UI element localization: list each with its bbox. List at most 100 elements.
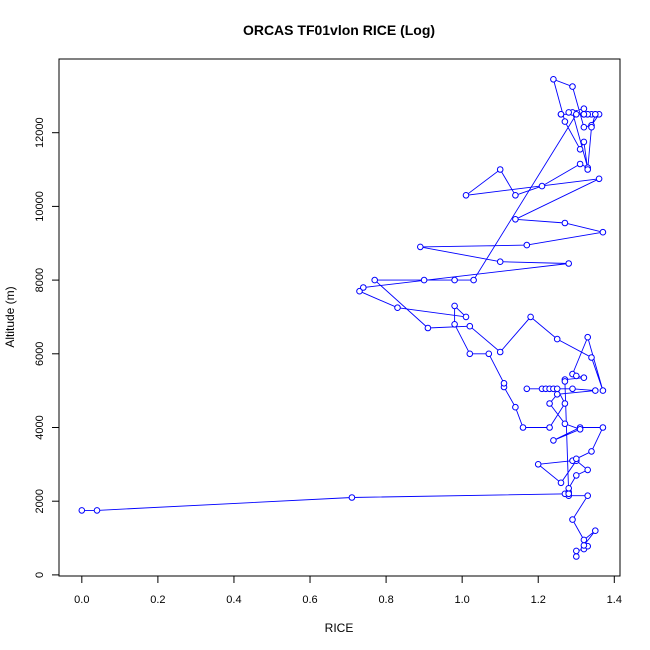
x-tick-label: 0.6 — [302, 594, 317, 606]
data-point — [553, 335, 561, 343]
data-point — [592, 387, 599, 394]
data-point — [573, 547, 580, 555]
data-point — [424, 324, 432, 332]
data-point — [569, 385, 576, 393]
data-point — [550, 437, 557, 444]
data-point — [78, 507, 86, 514]
series-line — [81, 78, 604, 557]
data-point — [592, 527, 599, 535]
y-axis: 0 2000 4000 6000 8000 10000 12000 — [34, 117, 59, 578]
y-tick-label: 0 — [34, 572, 46, 578]
data-point — [573, 472, 580, 479]
data-point — [466, 322, 474, 330]
data-point — [576, 160, 584, 168]
data-point — [371, 276, 379, 284]
data-point — [584, 333, 592, 341]
data-point — [580, 374, 588, 382]
data-point — [565, 490, 573, 498]
data-point — [584, 492, 592, 500]
data-point — [569, 83, 576, 90]
data-point — [451, 276, 458, 284]
data-point — [496, 258, 504, 266]
data-point — [356, 287, 363, 295]
data-point — [569, 516, 576, 523]
data-point — [348, 494, 356, 501]
data-point — [580, 536, 588, 544]
data-point — [417, 243, 424, 251]
data-point — [527, 313, 534, 321]
data-point — [466, 350, 474, 358]
series-layer — [78, 76, 607, 560]
data-point — [93, 507, 101, 514]
data-point — [599, 387, 607, 394]
data-point — [588, 448, 595, 455]
data-point — [519, 424, 527, 431]
data-point — [580, 111, 588, 118]
data-point — [565, 109, 573, 116]
data-point — [592, 111, 599, 118]
y-tick-label: 6000 — [34, 342, 46, 366]
data-point — [360, 284, 367, 291]
data-point — [534, 461, 542, 468]
data-point — [580, 105, 588, 112]
data-point — [584, 166, 592, 173]
data-point — [470, 276, 477, 284]
data-point — [584, 466, 592, 474]
data-point — [561, 219, 569, 227]
data-point — [595, 175, 603, 183]
data-point — [394, 304, 401, 312]
data-point — [588, 123, 595, 131]
data-point — [557, 111, 565, 118]
y-tick-label: 2000 — [34, 489, 46, 513]
data-point — [573, 455, 580, 463]
data-point — [550, 76, 557, 83]
data-point — [512, 192, 519, 199]
data-point — [485, 350, 493, 358]
data-point — [599, 228, 607, 236]
chart-title: ORCAS TF01vlon RICE (Log) — [243, 22, 435, 38]
plot-frame — [58, 58, 621, 577]
x-tick-label: 0.0 — [74, 594, 89, 606]
y-tick-label: 4000 — [34, 415, 46, 439]
data-point — [565, 485, 573, 492]
data-point — [561, 400, 569, 407]
x-axis-label: RICE — [325, 621, 354, 635]
data-point — [553, 391, 561, 398]
data-point — [451, 321, 458, 328]
data-point — [580, 123, 588, 131]
x-tick-label: 0.2 — [150, 594, 165, 606]
data-point — [496, 348, 504, 356]
data-point — [599, 424, 607, 431]
data-point — [573, 553, 580, 560]
data-point — [451, 302, 458, 310]
data-point — [576, 146, 584, 153]
x-tick-label: 0.8 — [378, 594, 393, 606]
data-point — [576, 426, 584, 433]
data-point — [496, 166, 504, 173]
data-point — [573, 111, 580, 118]
data-point — [462, 313, 470, 321]
data-point — [538, 182, 546, 190]
data-point — [546, 400, 553, 407]
x-tick-label: 1.4 — [607, 594, 622, 606]
x-tick-label: 0.4 — [226, 594, 241, 606]
data-point — [565, 260, 573, 267]
data-point — [420, 276, 428, 284]
data-point — [561, 378, 569, 385]
y-tick-label: 10000 — [34, 191, 46, 222]
data-point — [580, 542, 588, 549]
data-point — [561, 118, 569, 125]
data-point — [546, 424, 553, 431]
y-tick-label: 12000 — [34, 117, 46, 148]
data-point — [512, 403, 519, 411]
data-point — [523, 385, 531, 393]
data-point — [557, 479, 565, 487]
x-axis: 0.0 0.2 0.4 0.6 0.8 1.0 1.2 1.4 — [74, 576, 622, 606]
x-tick-label: 1.2 — [531, 594, 546, 606]
data-point — [553, 385, 561, 393]
data-point — [512, 216, 519, 223]
x-tick-label: 1.0 — [455, 594, 470, 606]
data-point — [500, 380, 508, 387]
y-axis-label: Altitude (m) — [3, 286, 17, 347]
